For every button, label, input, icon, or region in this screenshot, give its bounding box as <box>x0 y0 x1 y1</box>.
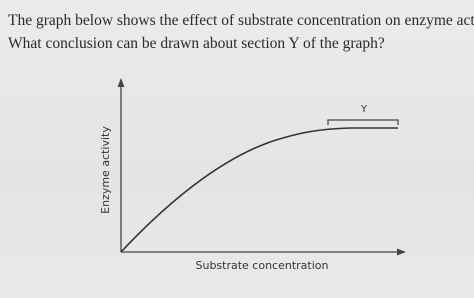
y-axis-arrow <box>117 78 125 87</box>
y-axis-label: Enzyme activity <box>99 126 112 214</box>
question-line: The graph below shows the effect of subs… <box>8 12 474 29</box>
section-bracket <box>327 119 399 125</box>
question-line: What conclusion can be drawn about secti… <box>8 35 385 52</box>
curve <box>120 127 398 253</box>
section-label: Y <box>360 104 368 115</box>
x-axis-label: Substrate concentration <box>195 259 328 272</box>
x-axis-arrow <box>397 248 406 256</box>
